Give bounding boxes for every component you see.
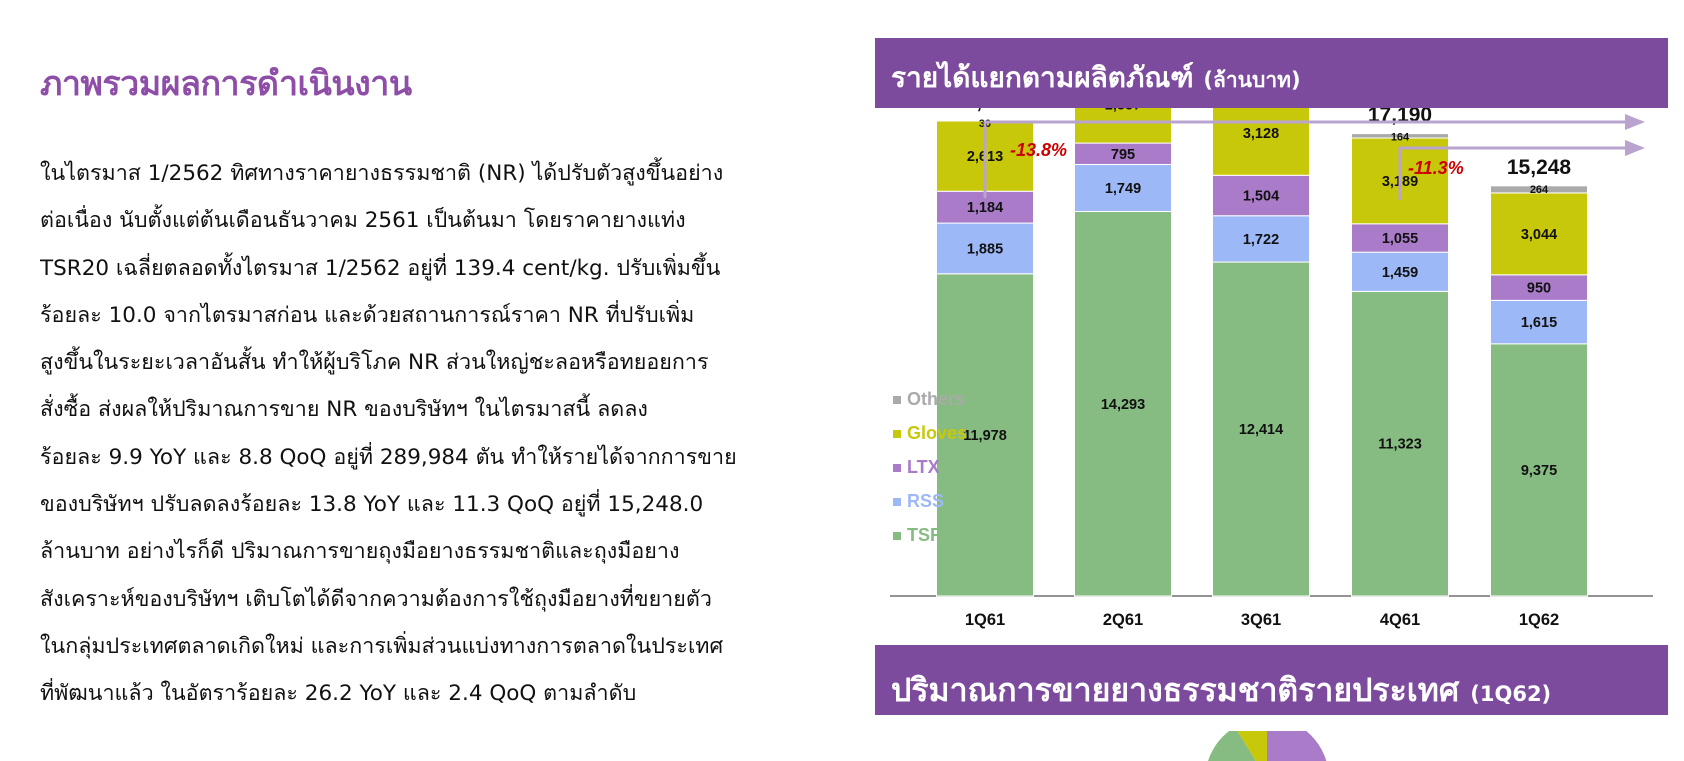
growth-arrow-1-head	[1625, 114, 1645, 130]
data-label: 3,128	[1243, 126, 1279, 142]
legend-swatch-gloves	[893, 430, 901, 438]
paragraph-line: สั่งซื้อ ส่งผลให้ปริมาณการขาย NR ของบริษ…	[40, 397, 648, 423]
bar-rss	[1074, 163, 1172, 213]
legend-swatch-rss	[893, 498, 901, 506]
paragraph-line: สูงขึ้นในระยะเวลาอันสั้น ทำให้ผู้บริโภค …	[40, 350, 709, 376]
paragraph-line: ของบริษัทฯ ปรับลดลงร้อยละ 13.8 YoY และ 1…	[40, 492, 704, 518]
bar-tsr	[1074, 211, 1172, 597]
data-label: 1,885	[967, 241, 1003, 257]
legend-label-others: Others	[907, 389, 965, 409]
bar-gloves	[1074, 108, 1172, 144]
paragraph-line: ในกลุ่มประเทศตลาดเกิดใหม่ และการเพิ่มส่ว…	[40, 633, 724, 659]
data-label: 1,615	[1521, 315, 1557, 331]
growth-arrow-1-line	[983, 120, 1627, 198]
legend-label-ltx: LTX	[907, 457, 940, 477]
bar-rss	[1212, 215, 1310, 263]
paragraph-line: ร้อยละ 9.9 YoY และ 8.8 QoQ อยู่ที่ 289,9…	[40, 444, 737, 470]
bar-tsr	[1212, 261, 1310, 597]
bar-gloves	[1490, 192, 1588, 276]
data-label: 1,749	[1105, 181, 1141, 197]
data-label: 1,055	[1382, 231, 1418, 247]
legend-label-rss: RSS	[907, 491, 944, 511]
category-tick-label: 3Q61	[1241, 611, 1281, 629]
total-label: 17,190	[1368, 108, 1432, 127]
growth-label-qoq: -11.3%	[1408, 158, 1464, 178]
body-paragraph: ในไตรมาส 1/2562 ทิศทางราคายางธรรมชาติ (N…	[40, 150, 845, 718]
bar-others	[1351, 133, 1449, 139]
data-label: 1,184	[967, 200, 1003, 216]
growth-arrow-2-line	[1398, 146, 1627, 200]
category-tick-label: 1Q62	[1519, 611, 1559, 629]
bar-ltx	[1212, 174, 1310, 217]
growth-arrow-2-head	[1625, 140, 1645, 156]
total-label: 15,248	[1507, 156, 1572, 179]
paragraph-line: TSR20 เฉลี่ยตลอดทั้งไตรมาส 1/2562 อยู่ที…	[40, 255, 721, 281]
page-title: ภาพรวมผลการดำเนินงาน	[40, 64, 412, 104]
category-tick-label: 1Q61	[965, 611, 1005, 629]
data-label: 14,293	[1101, 397, 1145, 413]
data-label: 1,722	[1243, 232, 1279, 248]
pie-slice-purple	[1267, 731, 1327, 761]
sales-volume-banner-title: ปริมาณการขายยางธรรมชาติรายประเทศ	[891, 671, 1460, 709]
category-tick-label: 2Q61	[1103, 611, 1143, 629]
legend-label-tsr: TSR	[907, 525, 943, 545]
data-label: 12,414	[1239, 422, 1283, 438]
sales-volume-banner-period: (1Q62)	[1470, 682, 1552, 706]
legend-swatch-tsr	[893, 532, 901, 540]
revenue-banner: รายได้แยกตามผลิตภัณฑ์ (ล้านบาท)	[875, 38, 1668, 108]
revenue-chart: 11,9781,8851,1842,6133017,6891Q6114,2931…	[890, 108, 1653, 629]
paragraph-line: ต่อเนื่อง นับตั้งแต่ต้นเดือนธันวาคม 2561…	[40, 208, 686, 234]
bar-tsr	[936, 273, 1034, 597]
paragraph-line: สังเคราะห์ของบริษัทฯ เติบโตได้ดีจากความต…	[40, 586, 712, 612]
data-label: 11,323	[1378, 437, 1422, 453]
legend-label-gloves: Gloves	[907, 423, 967, 443]
data-label: 2,857	[1105, 108, 1141, 114]
legend-swatch-others	[893, 396, 901, 404]
paragraph-line: ที่พัฒนาแล้ว ในอัตราร้อยละ 26.2 YoY และ …	[40, 681, 637, 707]
data-label: 950	[1527, 281, 1551, 297]
data-label: 3,044	[1521, 227, 1557, 243]
bar-tsr	[1490, 343, 1588, 597]
data-label: 11,978	[963, 428, 1007, 444]
bar-ltx	[1490, 274, 1588, 301]
data-label: 264	[1530, 184, 1549, 196]
paragraph-line: ในไตรมาส 1/2562 ทิศทางราคายางธรรมชาติ (N…	[40, 161, 724, 186]
data-label: 164	[1391, 132, 1410, 144]
revenue-banner-unit: (ล้านบาท)	[1203, 68, 1301, 92]
data-label: 1,459	[1382, 265, 1418, 281]
country-pie-chart-partial	[1195, 731, 1340, 761]
category-tick-label: 4Q61	[1380, 611, 1420, 629]
bar-ltx	[1351, 223, 1449, 253]
data-label: 9,375	[1521, 463, 1557, 479]
bar-tsr	[1351, 290, 1449, 597]
bar-gloves	[1212, 108, 1310, 176]
legend-swatch-ltx	[893, 464, 901, 472]
bar-rss	[936, 222, 1034, 275]
total-label: 17,689	[953, 108, 1017, 113]
paragraph-line: ร้อยละ 10.0 จากไตรมาสก่อน และด้วยสถานการ…	[40, 302, 695, 328]
data-label: 795	[1111, 147, 1135, 163]
bar-rss	[1351, 251, 1449, 292]
bar-others	[1490, 185, 1588, 194]
revenue-banner-title: รายได้แยกตามผลิตภัณฑ์	[891, 61, 1194, 94]
sales-volume-banner: ปริมาณการขายยางธรรมชาติรายประเทศ (1Q62)	[875, 645, 1668, 715]
growth-label-yoy: -13.8%	[1010, 140, 1067, 160]
data-label: 1,504	[1243, 189, 1279, 205]
paragraph-line: ล้านบาท อย่างไรก็ดี ปริมาณการขายถุงมือยา…	[40, 539, 680, 565]
